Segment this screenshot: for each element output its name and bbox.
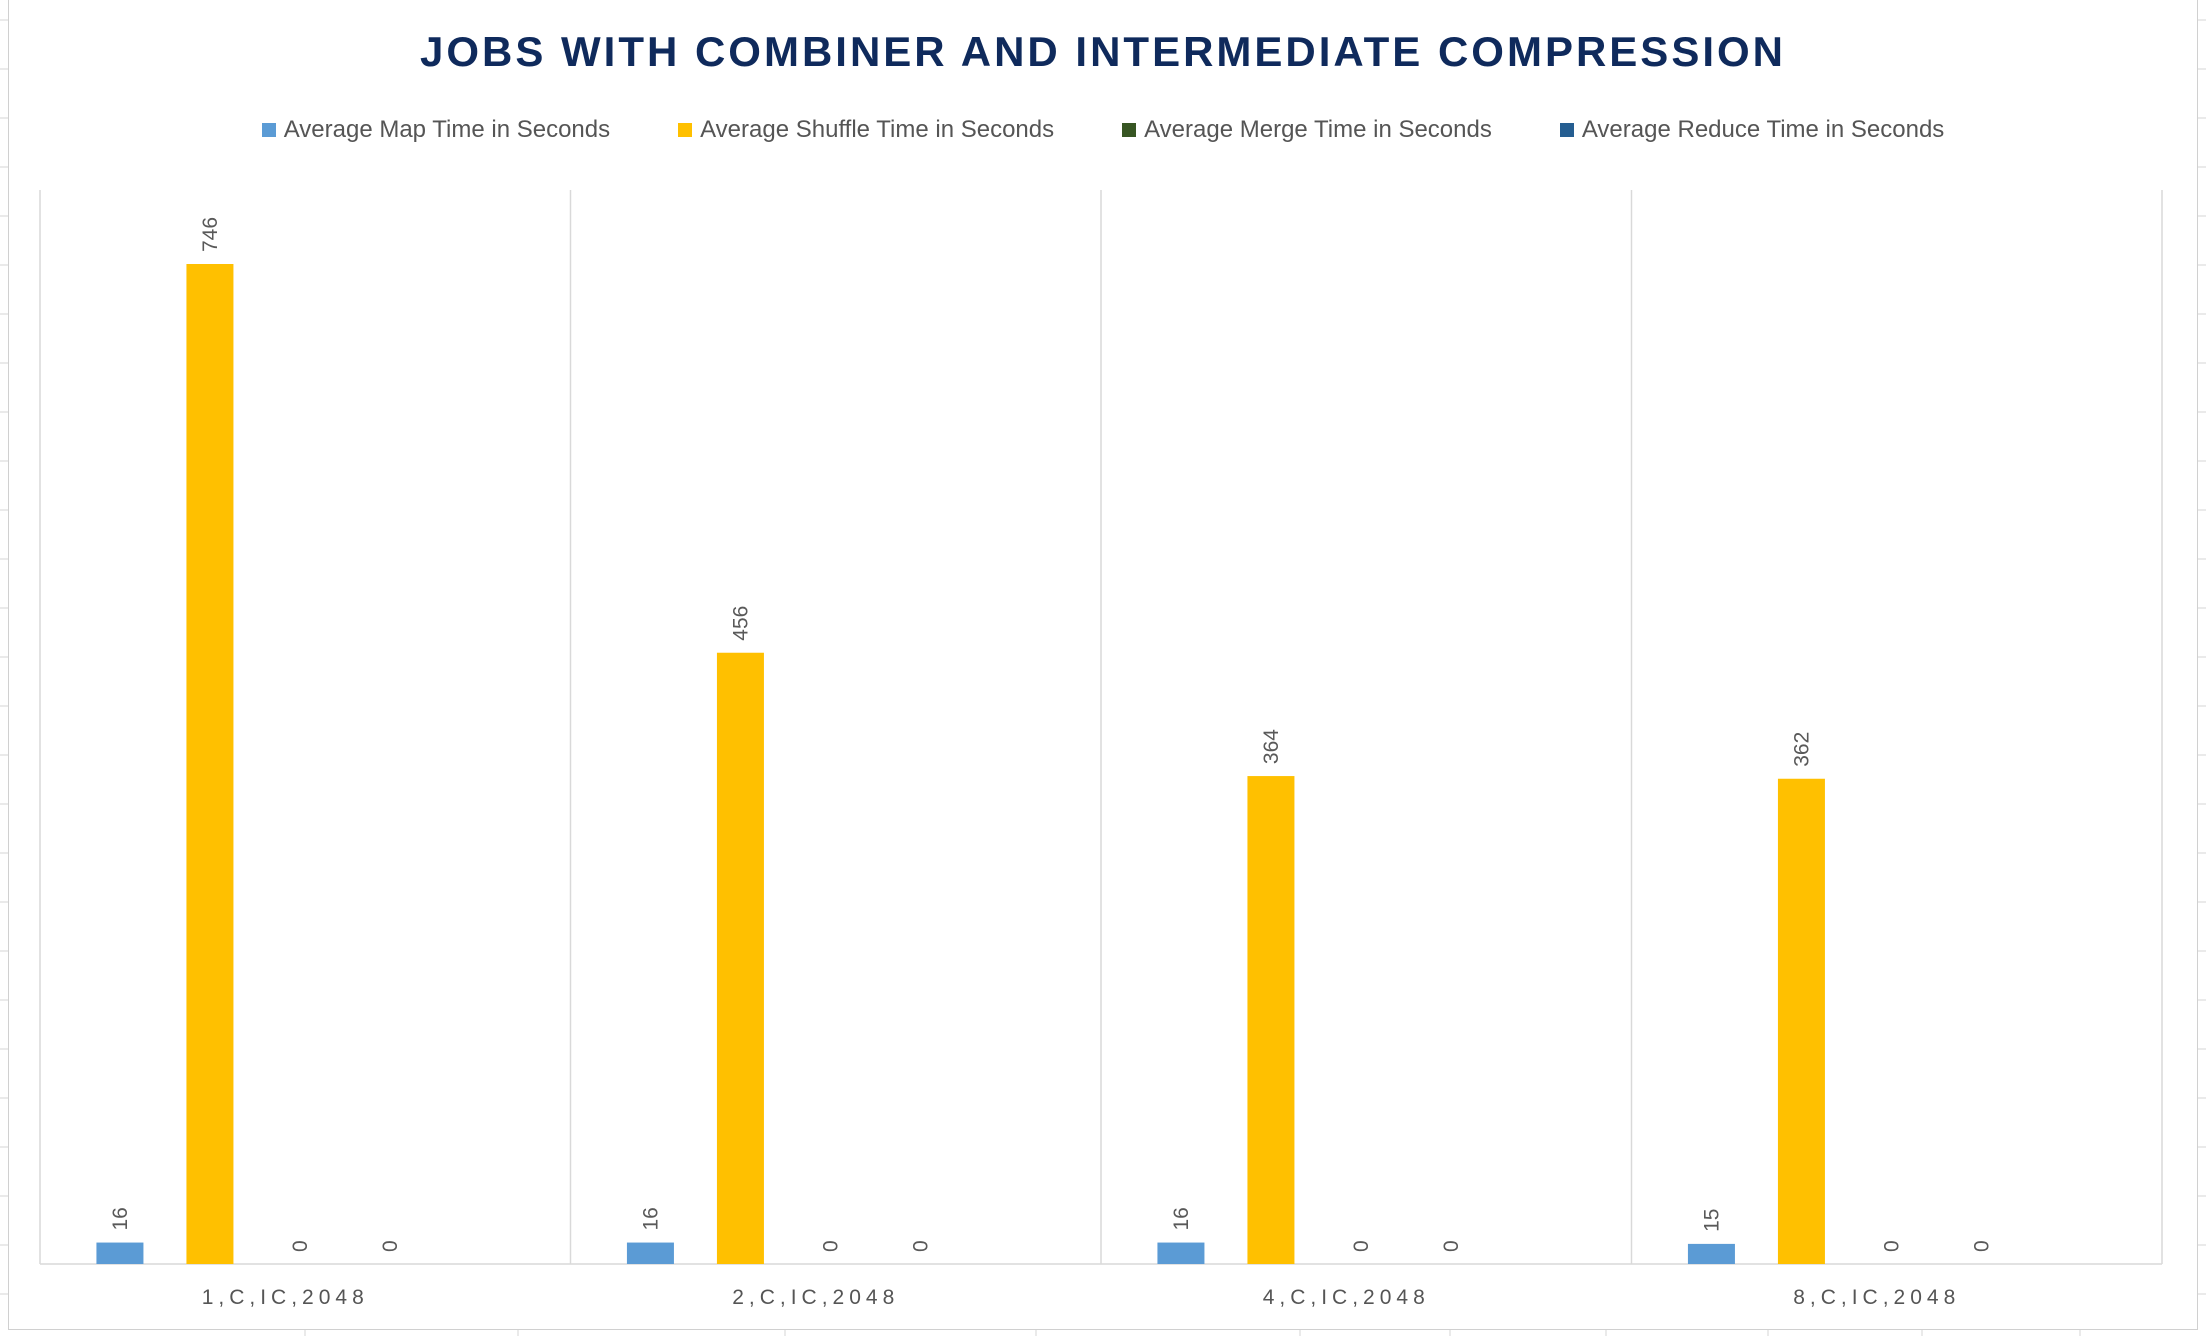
data-label: 746 bbox=[199, 217, 222, 252]
data-label: 0 bbox=[819, 1240, 842, 1252]
legend-item-reduce[interactable]: Average Reduce Time in Seconds bbox=[1559, 116, 1945, 144]
data-label: 0 bbox=[379, 1240, 402, 1252]
x-tick-label: 4,C,IC,2048 bbox=[1263, 1286, 1430, 1309]
data-label: 0 bbox=[1350, 1240, 1373, 1252]
bar-1-4[interactable] bbox=[1687, 1243, 1735, 1264]
data-label: 0 bbox=[1880, 1240, 1903, 1252]
legend-swatch-map bbox=[261, 123, 276, 137]
chart-area[interactable] bbox=[8, 0, 2198, 1330]
legend-label-reduce: Average Reduce Time in Seconds bbox=[1581, 116, 1945, 143]
data-label: 16 bbox=[1170, 1207, 1193, 1230]
bar-1-2[interactable] bbox=[626, 1242, 674, 1264]
data-label: 15 bbox=[1700, 1209, 1723, 1232]
data-label: 16 bbox=[639, 1207, 662, 1230]
data-label: 362 bbox=[1790, 732, 1813, 767]
legend-item-shuffle[interactable]: Average Shuffle Time in Seconds bbox=[678, 116, 1054, 144]
data-label: 364 bbox=[1260, 729, 1283, 764]
chart-legend[interactable]: Average Map Time in Seconds Average Shuf… bbox=[0, 116, 2206, 144]
legend-swatch-shuffle bbox=[678, 123, 693, 137]
bar-2-2[interactable] bbox=[716, 652, 764, 1264]
legend-label-merge: Average Merge Time in Seconds bbox=[1144, 116, 1492, 143]
bar-2-4[interactable] bbox=[1777, 778, 1825, 1264]
data-label: 0 bbox=[909, 1240, 932, 1252]
data-label: 16 bbox=[109, 1207, 132, 1230]
x-tick-label: 2,C,IC,2048 bbox=[732, 1286, 899, 1309]
bar-1-1[interactable] bbox=[96, 1242, 144, 1264]
legend-swatch-reduce bbox=[1559, 123, 1574, 137]
data-label: 0 bbox=[1970, 1240, 1993, 1252]
x-tick-label: 1,C,IC,2048 bbox=[202, 1286, 369, 1309]
x-tick-label: 8,C,IC,2048 bbox=[1793, 1286, 1960, 1309]
bar-2-1[interactable] bbox=[186, 264, 234, 1264]
bar-2-3[interactable] bbox=[1247, 776, 1295, 1264]
bar-1-3[interactable] bbox=[1157, 1242, 1205, 1264]
chart-title: JOBS WITH COMBINER AND INTERMEDIATE COMP… bbox=[419, 28, 1787, 75]
legend-swatch-merge bbox=[1122, 123, 1137, 137]
data-label: 456 bbox=[729, 606, 752, 641]
data-label: 0 bbox=[1440, 1240, 1463, 1252]
legend-label-shuffle: Average Shuffle Time in Seconds bbox=[700, 116, 1055, 143]
legend-label-map: Average Map Time in Seconds bbox=[283, 116, 611, 143]
data-label: 0 bbox=[289, 1240, 312, 1252]
legend-item-merge[interactable]: Average Merge Time in Seconds bbox=[1122, 116, 1492, 144]
legend-item-map[interactable]: Average Map Time in Seconds bbox=[261, 116, 611, 144]
